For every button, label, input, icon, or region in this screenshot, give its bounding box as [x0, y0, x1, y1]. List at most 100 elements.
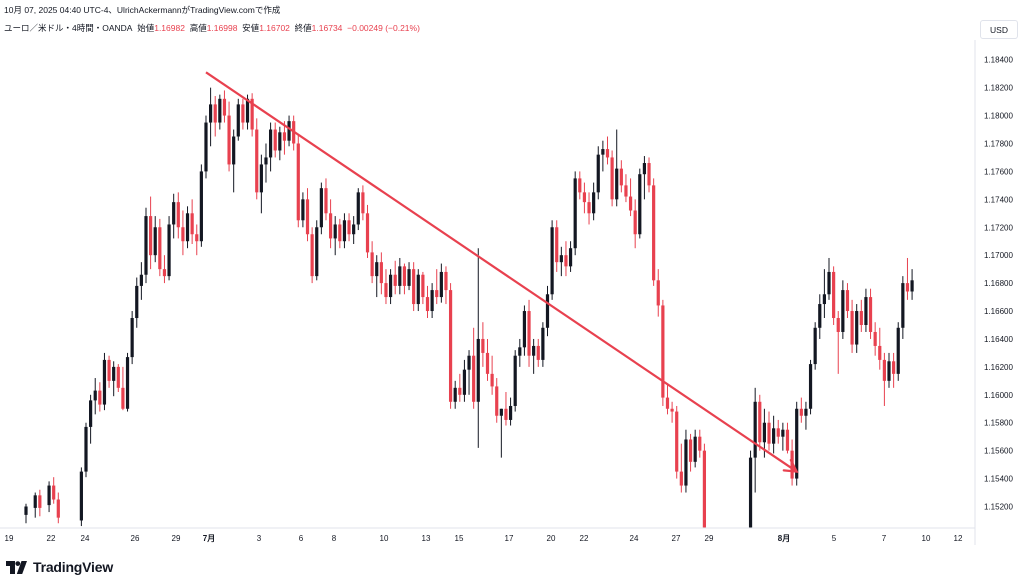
candle — [532, 338, 536, 374]
trendline[interactable] — [205, 71, 798, 473]
candle — [513, 350, 517, 412]
candle — [615, 129, 619, 207]
candle — [315, 220, 319, 281]
candle — [758, 394, 762, 451]
candle — [130, 311, 134, 365]
time-tick-label: 15 — [455, 534, 464, 543]
candle — [250, 93, 254, 137]
candle — [822, 269, 826, 319]
candle — [453, 380, 457, 409]
price-tick-label: 1.15400 — [984, 475, 1013, 484]
candle — [882, 352, 886, 406]
candle — [485, 338, 490, 381]
candle — [310, 227, 314, 284]
candle — [107, 355, 111, 388]
tradingview-logo-icon — [6, 560, 27, 574]
time-axis: 19 22 24 26 29 7月 3 6 8 10 13 15 17 20 22 24 27 29 8月 5 7 10 1… — [5, 534, 963, 543]
candles-layer — [24, 87, 914, 528]
currency-button[interactable]: USD — [980, 20, 1018, 39]
candle — [698, 429, 702, 458]
candle — [255, 118, 259, 200]
candle — [892, 352, 896, 388]
time-tick-label: 8月 — [778, 534, 790, 543]
low-label: 安値 — [242, 23, 260, 33]
candle — [661, 299, 665, 406]
candle — [864, 288, 868, 332]
candle — [873, 322, 877, 356]
candle — [176, 192, 180, 239]
candle — [748, 450, 753, 528]
candle — [222, 90, 227, 123]
candle — [527, 299, 531, 367]
candle — [684, 429, 688, 493]
candle — [467, 350, 471, 395]
price-tick-label: 1.18400 — [984, 56, 1013, 65]
candle — [910, 269, 914, 300]
candle — [236, 98, 240, 141]
candle — [624, 174, 628, 203]
candle — [605, 136, 610, 165]
candle — [587, 192, 591, 225]
candle — [296, 135, 300, 228]
candle — [522, 305, 527, 356]
candle — [213, 96, 217, 137]
close-value: 1.16734 — [311, 23, 343, 33]
candle — [827, 257, 831, 300]
candle — [670, 401, 674, 423]
candle — [342, 213, 347, 249]
candle — [541, 322, 545, 367]
candle — [545, 285, 550, 337]
candle — [393, 260, 397, 295]
candle — [370, 241, 374, 284]
candle — [688, 433, 693, 472]
candle — [209, 87, 213, 147]
candle — [407, 262, 411, 291]
candle — [596, 146, 600, 200]
time-tick-label: 22 — [47, 534, 56, 543]
candle — [550, 220, 554, 300]
candle — [559, 246, 563, 277]
candle — [425, 285, 430, 319]
price-tick-label: 1.17800 — [984, 139, 1013, 148]
candle — [218, 94, 222, 130]
candle — [56, 492, 60, 524]
candle — [638, 168, 642, 239]
candle — [472, 327, 476, 409]
candle — [808, 359, 813, 415]
candle — [402, 263, 407, 295]
candle — [38, 489, 42, 517]
price-tick-label: 1.18200 — [984, 84, 1013, 93]
price-tick-label: 1.17200 — [984, 223, 1013, 232]
candle — [149, 196, 153, 270]
candle — [301, 192, 305, 228]
candle — [268, 122, 273, 172]
candle — [564, 241, 568, 277]
candle — [352, 216, 356, 245]
tradingview-logo: TradingView — [6, 559, 113, 575]
candle — [199, 164, 203, 247]
candle — [855, 304, 859, 353]
candle — [47, 481, 51, 513]
candle — [181, 210, 185, 256]
candle — [333, 216, 337, 256]
candle — [610, 150, 614, 207]
candle — [628, 178, 633, 217]
candle — [241, 98, 245, 130]
candle — [421, 271, 425, 305]
time-tick-label: 13 — [422, 534, 431, 543]
time-tick-label: 3 — [257, 534, 262, 543]
candle — [125, 352, 130, 412]
candle — [642, 156, 647, 200]
candle — [813, 322, 817, 370]
candle — [776, 419, 780, 444]
candle — [204, 115, 208, 179]
candle — [121, 366, 125, 411]
candle — [116, 364, 120, 393]
candle — [656, 269, 660, 317]
candle — [458, 373, 462, 402]
candle — [232, 129, 236, 193]
candle — [619, 160, 623, 193]
candle — [693, 429, 697, 468]
candle — [647, 157, 651, 193]
